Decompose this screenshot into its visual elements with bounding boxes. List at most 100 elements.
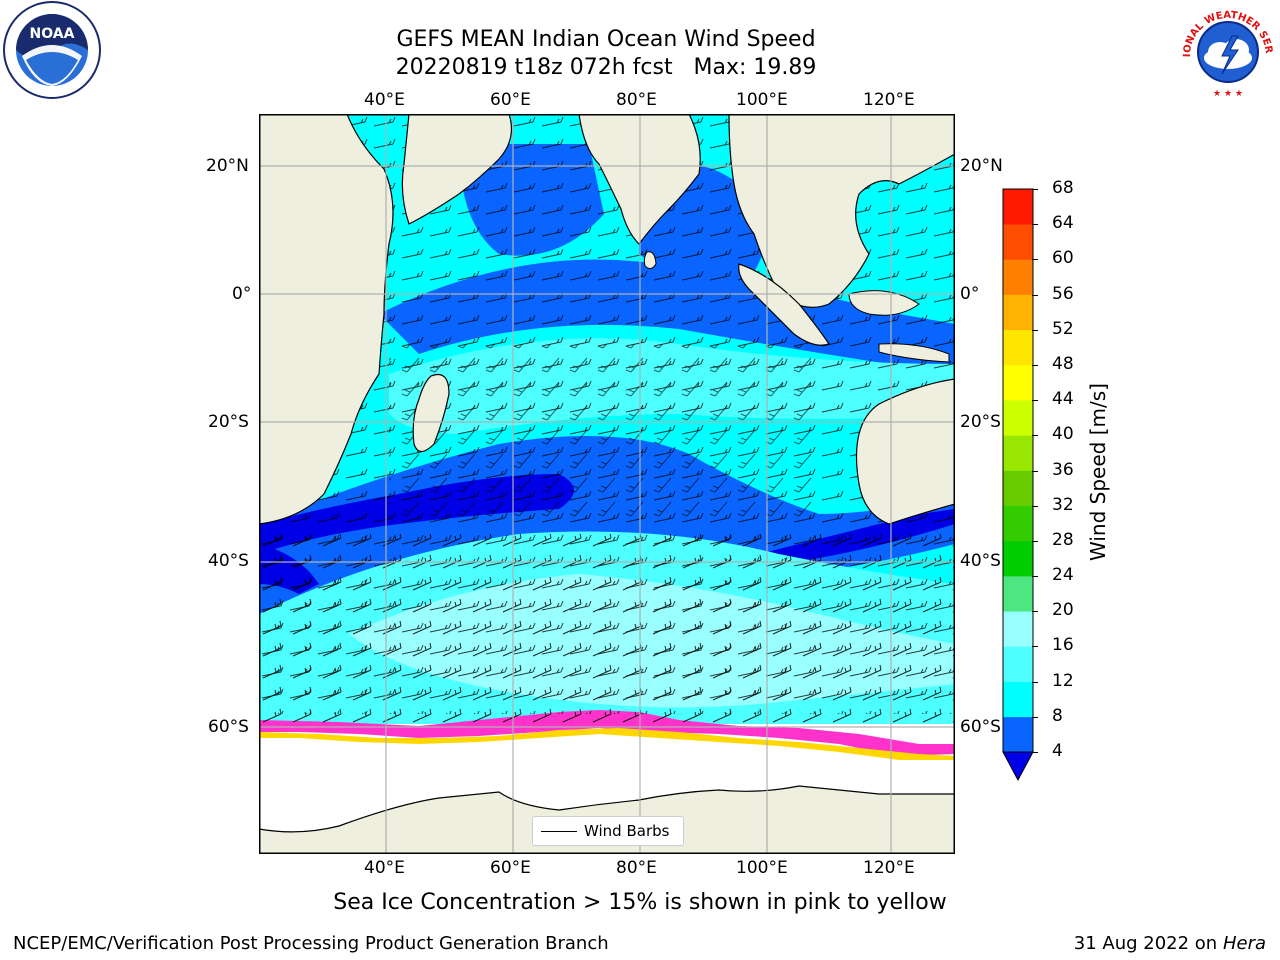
colorbar-tick-mark — [1032, 540, 1038, 542]
colorbar-tick-label: 36 — [1052, 459, 1074, 480]
colorbar-tick-mark — [1032, 259, 1038, 261]
colorbar-tick-label: 52 — [1052, 318, 1074, 339]
legend-label: Wind Barbs — [584, 822, 670, 840]
colorbar-tick-mark — [1032, 294, 1038, 296]
colorbar-segment — [1003, 435, 1033, 471]
land-sumatra — [738, 263, 830, 346]
map-frame — [259, 114, 955, 854]
land-arabia — [401, 114, 512, 225]
lon-label-top-60e: 60°E — [490, 90, 531, 110]
colorbar-segment — [1003, 611, 1033, 647]
colorbar-segment — [1003, 646, 1033, 682]
credit-text: NCEP/EMC/Verification Post Processing Pr… — [13, 933, 609, 954]
lat-label-right-0: 0° — [960, 284, 980, 304]
title-line-2: 20220819 t18z 072h fcst Max: 19.89 — [395, 55, 817, 80]
nws-stars: ★ ★ ★ — [1213, 89, 1243, 99]
colorbar-tick-mark — [1032, 470, 1038, 472]
colorbar-tick-mark — [1032, 752, 1038, 753]
colorbar-tick-mark — [1032, 576, 1038, 578]
machine-name: Hera — [1222, 933, 1266, 954]
colorbar-tick-mark — [1032, 681, 1038, 683]
colorbar-tick-label: 8 — [1052, 705, 1063, 726]
lon-label-top-100e: 100°E — [736, 90, 788, 110]
wind-barbs-trades — [389, 344, 819, 524]
colorbar-tick-mark — [1032, 435, 1038, 437]
lon-label-bottom-100e: 100°E — [736, 858, 788, 878]
colorbar-tick-mark — [1032, 611, 1038, 613]
colorbar-tick-label: 20 — [1052, 600, 1074, 621]
colorbar-tick-mark — [1032, 224, 1038, 226]
colorbar-tick-label: 40 — [1052, 424, 1074, 445]
colorbar-segment — [1003, 294, 1033, 331]
colorbar-segment — [1003, 681, 1033, 718]
lat-label-right-60s: 60°S — [960, 717, 1001, 737]
colorbar-tick-label: 68 — [1052, 178, 1074, 198]
noaa-logo-text: NOAA — [30, 26, 75, 42]
colorbar-tick-label: 28 — [1052, 529, 1074, 550]
legend-line-icon — [541, 831, 577, 832]
colorbar-tick-mark — [1032, 646, 1038, 648]
lat-label-left-20n: 20°N — [206, 156, 249, 176]
map-legend: Wind Barbs — [532, 816, 684, 846]
colorbar-tick-label: 24 — [1052, 565, 1074, 586]
colorbar-segment — [1003, 505, 1033, 542]
colorbar — [1002, 188, 1036, 788]
colorbar-tick-label: 4 — [1052, 741, 1063, 761]
colorbar-tick-mark — [1032, 364, 1038, 366]
colorbar-segment — [1003, 329, 1033, 366]
colorbar-tick-mark — [1032, 716, 1038, 718]
lon-label-top-80e: 80°E — [616, 90, 657, 110]
lat-label-left-0: 0° — [232, 284, 252, 304]
colorbar-tick-label: 44 — [1052, 389, 1074, 410]
title-line-1: GEFS MEAN Indian Ocean Wind Speed — [396, 27, 816, 52]
colorbar-segment — [1003, 470, 1033, 506]
lat-label-right-20n: 20°N — [960, 156, 1003, 176]
colorbar-ticks: 4 8 12 16 20 24 28 32 36 40 44 48 52 56 60 64 68 — [1032, 178, 1092, 768]
colorbar-segment — [1003, 716, 1033, 753]
date-label: 31 Aug 2022 on — [1073, 933, 1218, 954]
land-southeast-asia — [728, 114, 955, 308]
colorbar-segment — [1003, 364, 1033, 401]
lon-label-top-120e: 120°E — [863, 90, 915, 110]
colorbar-segment — [1003, 224, 1033, 260]
land-australia — [855, 378, 955, 525]
land-indonesia — [848, 290, 950, 363]
sea-ice-note: Sea Ice Concentration > 15% is shown in … — [333, 890, 947, 915]
colorbar-tick-mark — [1032, 329, 1038, 331]
colorbar-tick-mark — [1032, 400, 1038, 402]
colorbar-tick-label: 64 — [1052, 213, 1074, 234]
lat-label-left-40s: 40°S — [208, 551, 249, 571]
lat-label-left-60s: 60°S — [208, 717, 249, 737]
lon-label-bottom-120e: 120°E — [863, 858, 915, 878]
date-text: 31 Aug 2022 on Hera — [1074, 933, 1266, 954]
lon-label-bottom-60e: 60°E — [490, 858, 531, 878]
colorbar-tick-mark — [1032, 189, 1038, 190]
sea-ice-fringe — [259, 728, 955, 760]
colorbar-segment — [1003, 189, 1033, 225]
colorbar-segment — [1003, 576, 1033, 612]
land-sri-lanka — [643, 251, 657, 270]
colorbar-segment — [1003, 540, 1033, 577]
colorbar-label: Wind Speed [m/s] — [1086, 383, 1110, 561]
lat-label-right-20s: 20°S — [960, 412, 1001, 432]
colorbar-tick-label: 12 — [1052, 670, 1074, 691]
lon-label-bottom-40e: 40°E — [364, 858, 405, 878]
nws-logo: NATIONAL WEATHER SERVICE ★ ★ ★ — [1172, 0, 1280, 102]
noaa-logo: NOAA — [0, 0, 104, 104]
lat-label-right-40s: 40°S — [960, 551, 1001, 571]
colorbar-segment — [1003, 259, 1033, 295]
colorbar-tick-label: 60 — [1052, 248, 1074, 269]
colorbar-under-arrow — [1002, 751, 1034, 782]
colorbar-tick-label: 56 — [1052, 283, 1074, 304]
wind-speed-map: Wind Barbs — [259, 114, 955, 854]
colorbar-tick-mark — [1032, 505, 1038, 507]
graticule — [259, 114, 955, 854]
colorbar-tick-label: 32 — [1052, 494, 1074, 515]
land-madagascar — [412, 373, 450, 453]
colorbar-tick-label: 16 — [1052, 635, 1074, 656]
lon-label-bottom-80e: 80°E — [616, 858, 657, 878]
colorbar-segment — [1003, 400, 1033, 436]
wind-barbs-southern — [259, 534, 955, 724]
colorbar-tick-label: 48 — [1052, 353, 1074, 374]
lat-label-left-20s: 20°S — [208, 412, 249, 432]
